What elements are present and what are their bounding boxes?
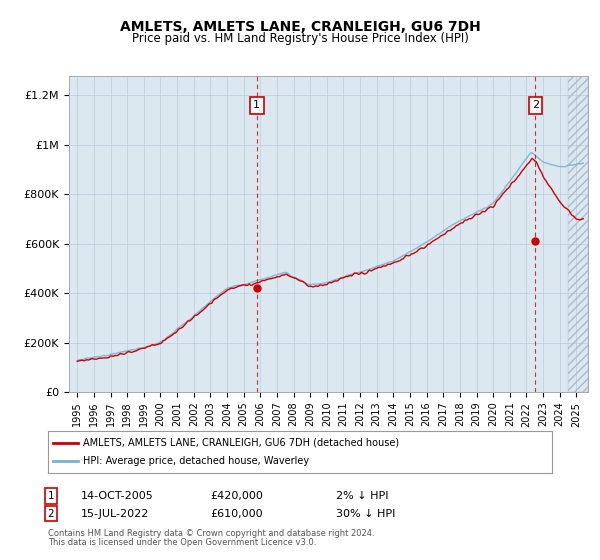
Text: 1: 1 [47,491,55,501]
Text: 15-JUL-2022: 15-JUL-2022 [81,508,149,519]
Text: 1: 1 [253,100,260,110]
Text: Contains HM Land Registry data © Crown copyright and database right 2024.: Contains HM Land Registry data © Crown c… [48,530,374,539]
Text: 2: 2 [532,100,539,110]
Text: HPI: Average price, detached house, Waverley: HPI: Average price, detached house, Wave… [83,456,310,466]
Text: 2: 2 [47,508,55,519]
Text: 30% ↓ HPI: 30% ↓ HPI [336,508,395,519]
Text: £610,000: £610,000 [210,508,263,519]
Text: £420,000: £420,000 [210,491,263,501]
Text: This data is licensed under the Open Government Licence v3.0.: This data is licensed under the Open Gov… [48,539,316,548]
Text: 2% ↓ HPI: 2% ↓ HPI [336,491,389,501]
Text: AMLETS, AMLETS LANE, CRANLEIGH, GU6 7DH (detached house): AMLETS, AMLETS LANE, CRANLEIGH, GU6 7DH … [83,438,400,448]
Text: AMLETS, AMLETS LANE, CRANLEIGH, GU6 7DH: AMLETS, AMLETS LANE, CRANLEIGH, GU6 7DH [119,20,481,34]
Text: Price paid vs. HM Land Registry's House Price Index (HPI): Price paid vs. HM Land Registry's House … [131,32,469,45]
Text: 14-OCT-2005: 14-OCT-2005 [81,491,154,501]
